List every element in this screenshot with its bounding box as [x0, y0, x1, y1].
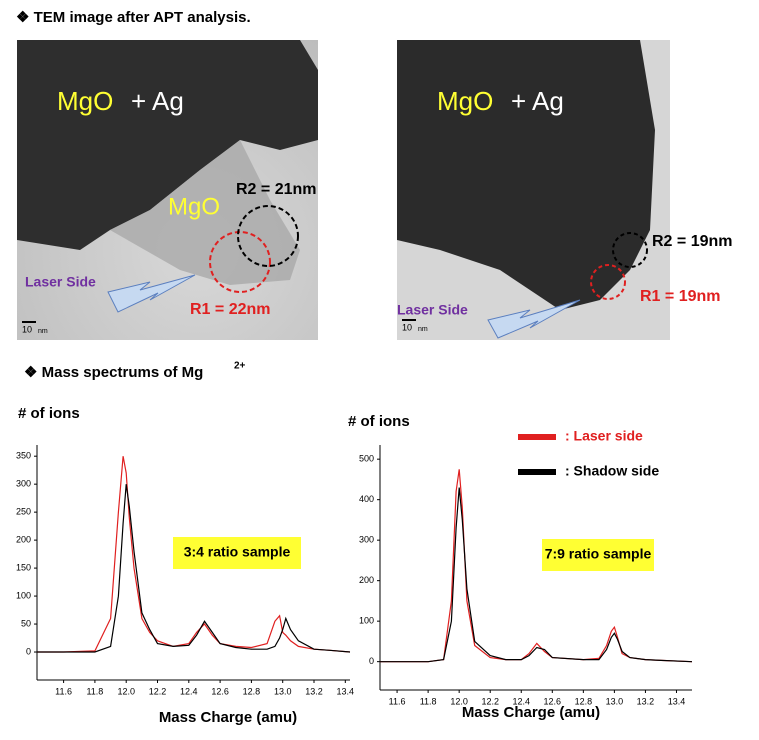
scale-unit: nm [38, 328, 48, 335]
x-tick-label: 12.6 [544, 696, 562, 706]
x-axis-label: Mass Charge (amu) [159, 709, 297, 726]
y-tick-label: 150 [16, 562, 31, 572]
x-tick-label: 11.6 [389, 696, 406, 706]
x-tick-label: 13.2 [637, 696, 655, 706]
x-tick-label: 11.8 [86, 686, 103, 696]
radius-label: R2 = 19nm [652, 233, 732, 250]
x-tick-label: 12.6 [211, 686, 229, 696]
tem-image-left [17, 40, 318, 340]
y-tick-label: 250 [16, 507, 31, 517]
laser-label: Laser Side [397, 302, 468, 318]
y-tick-label: 100 [359, 616, 374, 626]
y-axis-label: # of ions [18, 405, 80, 422]
annotation: 7:9 ratio sample [545, 546, 652, 562]
tem-label: MgO [437, 86, 493, 116]
y-tick-label: 300 [16, 479, 31, 489]
x-tick-label: 13.0 [274, 686, 292, 696]
scale-label: 10 [402, 322, 412, 332]
scale-unit: nm [418, 326, 428, 333]
y-axis-label: # of ions [348, 413, 410, 430]
annotation-box [542, 539, 654, 571]
x-tick-label: 12.4 [512, 696, 530, 706]
y-tick-label: 0 [26, 646, 31, 656]
annotation: 3:4 ratio sample [184, 544, 291, 560]
x-tick-label: 12.2 [149, 686, 167, 696]
data-line [37, 484, 351, 653]
annotation-box [173, 537, 301, 569]
x-tick-label: 12.0 [450, 696, 468, 706]
legend-label: : Laser side [565, 428, 643, 444]
y-tick-label: 200 [16, 534, 31, 544]
radius-label: R2 = 21nm [236, 181, 316, 198]
tem-image-right [397, 40, 670, 340]
tem-label: MgO [168, 193, 220, 220]
radius-label: R1 = 22nm [190, 301, 270, 318]
x-tick-label: 12.8 [575, 696, 593, 706]
scale-label: 10 [22, 324, 32, 334]
section-title-sup: 2+ [234, 361, 246, 372]
y-tick-label: 300 [359, 535, 374, 545]
y-tick-label: 200 [359, 575, 374, 585]
tem-label: + Ag [131, 86, 184, 116]
y-tick-label: 100 [16, 590, 31, 600]
y-tick-label: 0 [369, 656, 374, 666]
x-tick-label: 12.4 [180, 686, 198, 696]
x-tick-label: 12.8 [243, 686, 261, 696]
data-line [380, 487, 693, 663]
laser-label: Laser Side [25, 274, 96, 290]
section-title: ❖ Mass spectrums of Mg [24, 364, 203, 381]
x-tick-label: 13.2 [305, 686, 323, 696]
x-tick-label: 11.8 [420, 696, 437, 706]
y-tick-label: 500 [359, 454, 374, 464]
y-tick-label: 50 [21, 618, 31, 628]
x-tick-label: 12.0 [117, 686, 135, 696]
x-tick-label: 13.4 [668, 696, 686, 706]
tem-label: + Ag [511, 86, 564, 116]
y-tick-label: 350 [16, 451, 31, 461]
x-tick-label: 12.2 [481, 696, 499, 706]
x-axis-label: Mass Charge (amu) [462, 704, 600, 721]
radius-label: R1 = 19nm [640, 288, 720, 305]
y-tick-label: 400 [359, 494, 374, 504]
x-tick-label: 11.6 [55, 686, 72, 696]
legend-label: : Shadow side [565, 463, 659, 479]
x-tick-label: 13.4 [337, 686, 355, 696]
x-tick-label: 13.0 [606, 696, 624, 706]
tem-label: MgO [57, 86, 113, 116]
page-title: ❖ TEM image after APT analysis. [16, 9, 251, 26]
